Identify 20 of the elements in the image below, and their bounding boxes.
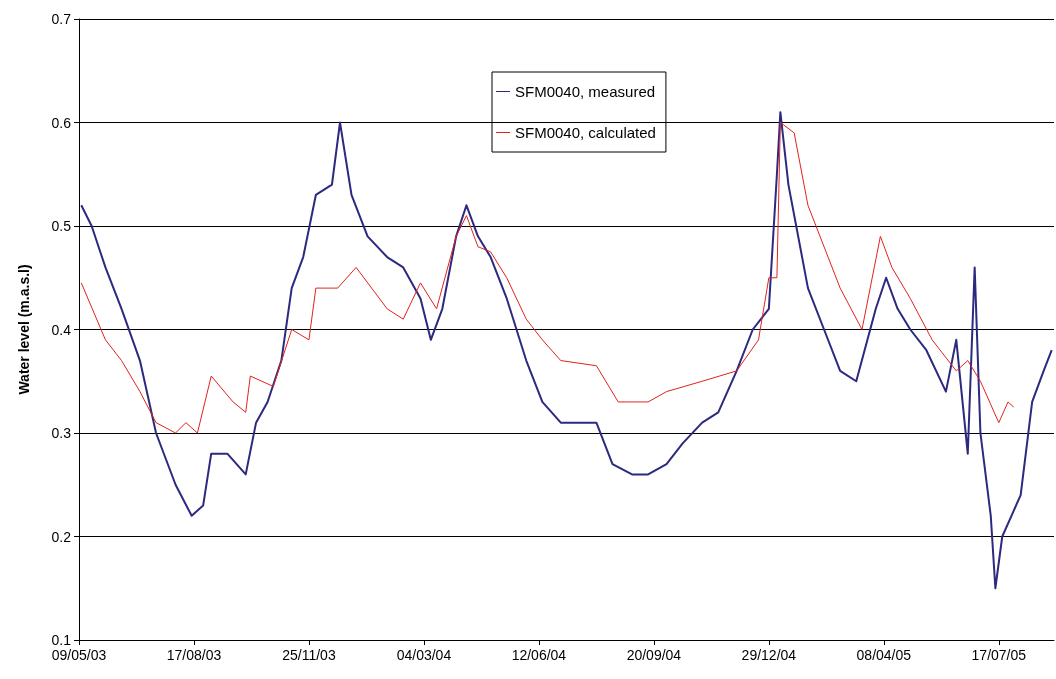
x-tick-label: 29/12/04 [741,647,797,663]
x-tick-label: 17/07/05 [971,647,1027,663]
y-axis-title: Water level (m.a.s.l) [16,264,32,395]
y-tick-label: 0.1 [51,632,72,648]
x-tick-label: 04/03/04 [396,647,452,663]
x-tick-label: 09/05/03 [51,647,107,663]
y-tick-label: 0.3 [51,425,72,441]
x-tick-label: 20/09/04 [626,647,682,663]
x-tick-label: 25/11/03 [282,647,336,663]
y-tick-label: 0.5 [51,218,72,234]
legend-label: SFM0040, measured [515,83,656,100]
y-tick-label: 0.2 [51,528,72,545]
x-tick-label: 08/04/05 [856,647,912,663]
x-tick-label: 12/06/04 [511,647,567,663]
y-tick-label: 0.4 [51,321,72,338]
legend-label: SFM0040, calculated [515,124,656,141]
line-series [80,122,1015,434]
y-tick-label: 0.6 [51,114,72,131]
y-tick-label: 0.7 [51,11,72,27]
x-tick-label: 17/08/03 [166,647,222,663]
